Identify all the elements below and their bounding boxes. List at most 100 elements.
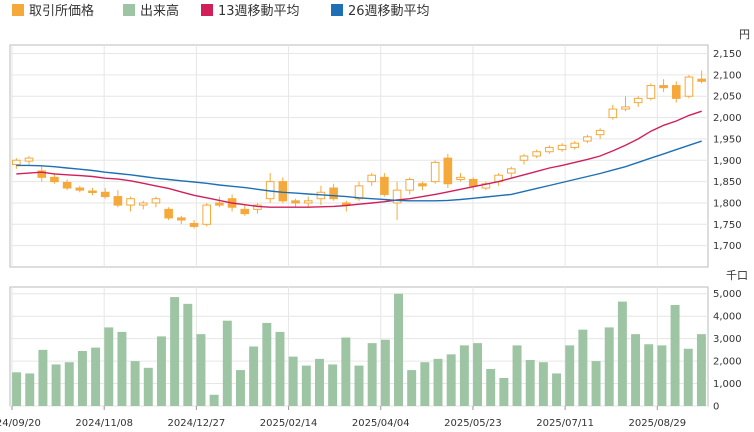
candle-body xyxy=(12,159,21,166)
candle xyxy=(646,83,656,101)
volume-bar xyxy=(288,356,298,406)
candle-body xyxy=(545,146,554,153)
candle-body xyxy=(519,155,529,161)
legend-swatch-ma13 xyxy=(201,4,213,16)
candle-body xyxy=(24,157,34,162)
legend-label-volume: 出来高 xyxy=(140,3,179,19)
x-axis: 2024/09/20 2024/11/08 2024/12/27 2025/02/14… xyxy=(0,406,686,429)
candle-body xyxy=(202,204,212,225)
volume-bar xyxy=(696,334,706,406)
candle-body xyxy=(506,168,516,174)
volume-bar xyxy=(354,365,364,406)
candle xyxy=(557,143,567,152)
candle xyxy=(380,173,389,197)
volume-bar xyxy=(183,303,193,406)
volume-bar xyxy=(91,347,101,406)
candle xyxy=(50,173,59,184)
volume-bar xyxy=(446,354,456,406)
volume-y-tick: 5,000 xyxy=(713,289,742,300)
candle xyxy=(595,128,605,139)
volume-bar xyxy=(578,329,588,406)
volume-bar xyxy=(77,350,87,406)
volume-bar xyxy=(512,345,522,406)
candle-body xyxy=(189,222,199,227)
price-y-tick: 2,000 xyxy=(713,113,742,124)
candle xyxy=(456,173,465,182)
candle-body xyxy=(532,151,541,157)
ma26-line xyxy=(16,140,702,202)
price-y-axis: 1,700 1,750 1,800 1,850 1,900 1,950 2,000 2,050… xyxy=(713,49,742,252)
candle xyxy=(519,153,529,165)
x-tick-label: 2025/02/14 xyxy=(260,418,318,429)
candle xyxy=(303,196,313,208)
volume-bar xyxy=(328,364,338,406)
volume-bar xyxy=(209,394,219,406)
price-y-tick: 1,700 xyxy=(713,241,742,252)
volume-bar xyxy=(565,345,575,406)
candle xyxy=(138,200,148,210)
volume-bar xyxy=(64,362,74,406)
volume-bar xyxy=(262,322,272,406)
price-y-tick: 1,850 xyxy=(713,177,742,188)
x-tick-label: 2025/07/11 xyxy=(536,418,594,429)
volume-bar xyxy=(657,345,667,406)
volume-bar xyxy=(170,297,180,406)
candle xyxy=(12,158,21,169)
candle xyxy=(291,198,300,208)
candle xyxy=(113,190,123,208)
candle xyxy=(24,156,34,165)
volume-bar xyxy=(459,345,469,406)
volume-bar xyxy=(683,348,693,406)
volume-y-axis: 0 1,000 2,000 3,000 4,000 5,000 xyxy=(713,289,742,412)
volume-bar xyxy=(604,327,614,406)
candle-body xyxy=(468,178,478,187)
candle-body xyxy=(557,144,567,151)
candle-body xyxy=(608,108,618,119)
x-tick-label: 2024/09/20 xyxy=(0,418,41,429)
volume-bar xyxy=(235,370,245,406)
candle xyxy=(215,196,224,208)
candle-body xyxy=(367,174,376,183)
candle xyxy=(671,81,681,103)
candle-body xyxy=(113,196,123,206)
candle-body xyxy=(278,181,288,202)
candle-body xyxy=(671,85,681,99)
candle-body xyxy=(291,200,300,204)
candle xyxy=(608,104,618,120)
price-y-tick: 2,050 xyxy=(713,92,742,103)
volume-bars xyxy=(12,293,706,406)
volume-bar xyxy=(433,358,443,406)
legend-swatch-price xyxy=(12,4,24,16)
candle xyxy=(151,196,161,208)
candle-body xyxy=(62,181,72,189)
volume-bar xyxy=(394,293,403,406)
candle xyxy=(88,188,97,196)
volume-bar xyxy=(143,367,153,406)
volume-bar xyxy=(486,368,496,406)
price-y-tick: 1,900 xyxy=(713,156,742,167)
candle-body xyxy=(570,142,580,148)
volume-bar xyxy=(538,362,548,406)
candle-body xyxy=(329,187,338,200)
volume-unit-label: 千口 xyxy=(726,269,748,282)
volume-bar xyxy=(25,373,35,406)
volume-bar xyxy=(117,331,127,406)
candle xyxy=(545,145,554,154)
candle-body xyxy=(37,170,47,178)
candle xyxy=(506,166,516,178)
candle-body xyxy=(646,85,656,99)
legend-label-price: 取引所価格 xyxy=(29,3,94,19)
candle-body xyxy=(443,157,453,185)
candle xyxy=(329,183,338,201)
candle-body xyxy=(138,202,148,206)
candle-body xyxy=(177,217,186,221)
volume-bar xyxy=(591,361,601,406)
candle xyxy=(633,96,643,107)
x-tick-label: 2025/04/04 xyxy=(352,418,410,429)
price-y-tick: 1,950 xyxy=(713,134,742,145)
candle-body xyxy=(75,187,85,191)
candle-body xyxy=(126,198,135,206)
candle-body xyxy=(583,136,592,142)
candle-body xyxy=(621,106,630,110)
volume-bar xyxy=(367,343,377,406)
